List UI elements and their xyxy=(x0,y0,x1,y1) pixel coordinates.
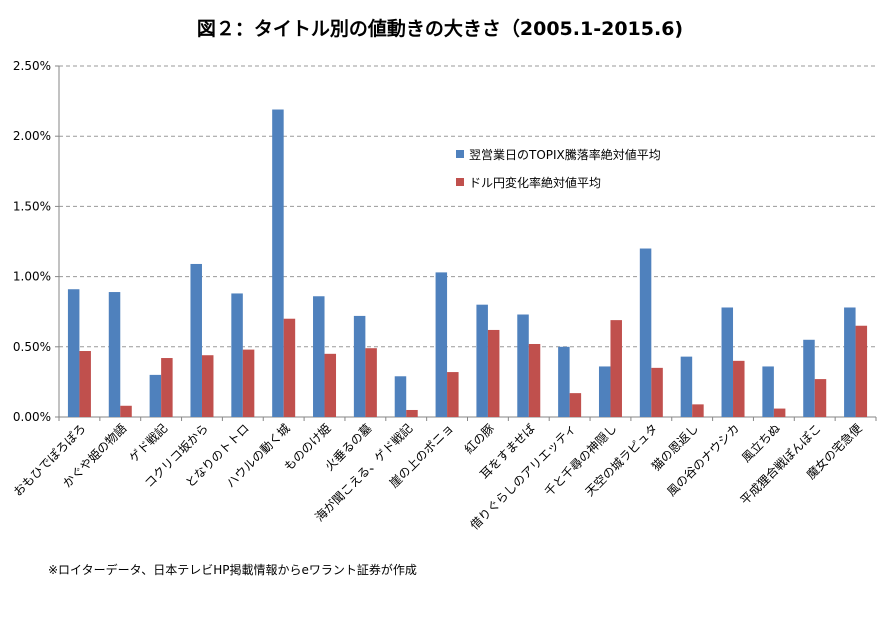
bar-topix xyxy=(680,356,693,417)
bar-topix xyxy=(639,248,652,417)
bar-topix xyxy=(558,346,570,417)
bar-usdjpy xyxy=(283,318,296,417)
bar-usdjpy xyxy=(120,405,132,417)
bar-topix xyxy=(353,315,366,417)
bars xyxy=(67,109,868,418)
bar-topix xyxy=(149,374,162,417)
bar-usdjpy xyxy=(569,393,582,417)
bar-topix xyxy=(762,366,774,417)
bar-topix xyxy=(67,289,80,417)
legend-swatch xyxy=(456,150,464,158)
y-tick-label: 2.00% xyxy=(13,129,51,143)
y-tick-label: 0.00% xyxy=(13,410,51,424)
axes xyxy=(55,65,877,421)
bar-topix xyxy=(231,293,243,417)
bar-usdjpy xyxy=(487,329,500,417)
bar-topix xyxy=(803,339,815,417)
legend-swatch xyxy=(456,178,464,186)
y-tick-label: 0.50% xyxy=(13,340,51,354)
bar-usdjpy xyxy=(610,320,622,417)
bar-usdjpy xyxy=(773,408,786,417)
bar-usdjpy xyxy=(855,325,868,417)
x-category-label: 天空の城ラピュタ xyxy=(583,421,661,499)
bar-topix xyxy=(517,314,529,417)
bar-topix xyxy=(313,296,325,417)
bar-topix xyxy=(190,263,202,417)
bar-topix xyxy=(721,307,734,417)
x-category-label: 風の谷のナウシカ xyxy=(664,421,742,499)
bar-usdjpy xyxy=(528,343,541,417)
bar-topix xyxy=(435,272,448,417)
bar-usdjpy xyxy=(406,409,418,417)
grid-lines xyxy=(59,65,876,348)
y-tick-label: 1.50% xyxy=(13,199,51,213)
bar-topix xyxy=(844,307,856,417)
legend-label: 翌営業日のTOPIX騰落率絶対値平均 xyxy=(469,147,661,162)
bar-usdjpy xyxy=(201,355,214,417)
bar-usdjpy xyxy=(324,353,337,417)
bar-topix xyxy=(108,292,121,417)
bar-usdjpy xyxy=(79,351,91,417)
y-axis-ticks: 0.00% 0.50% 1.00% 1.50% 2.00% 2.50% xyxy=(13,59,51,424)
chart-title: 図２：タイトル別の値動きの大きさ（2005.1-2015.6) xyxy=(196,18,684,40)
bar-usdjpy xyxy=(651,367,663,417)
bar-usdjpy xyxy=(447,372,459,417)
x-category-label: 紅の豚 xyxy=(462,421,497,456)
bar-usdjpy xyxy=(365,348,377,417)
bar-topix xyxy=(394,376,407,417)
bar-usdjpy xyxy=(242,349,255,417)
bar-usdjpy xyxy=(692,404,704,417)
bar-usdjpy xyxy=(733,360,745,417)
bar-usdjpy xyxy=(814,379,827,417)
bar-topix xyxy=(476,304,488,417)
source-note: ※ロイターデータ、日本テレビHP掲載情報からeワラント証券が作成 xyxy=(48,563,417,577)
x-category-label: 千と千尋の神隠し xyxy=(542,421,620,499)
y-tick-label: 2.50% xyxy=(13,59,51,73)
bar-topix xyxy=(272,109,284,418)
y-tick-label: 1.00% xyxy=(13,270,51,284)
legend-label: ドル円変化率絶対値平均 xyxy=(469,175,601,190)
bar-topix xyxy=(598,366,611,417)
x-category-label: おもひでぽろぽろ xyxy=(11,421,89,499)
bar-usdjpy xyxy=(161,358,173,417)
x-axis-categories: おもひでぽろぽろかぐや姫の物語ゲド戦記コクリコ坂からとなりのトトロハウルの動く城… xyxy=(11,421,865,533)
